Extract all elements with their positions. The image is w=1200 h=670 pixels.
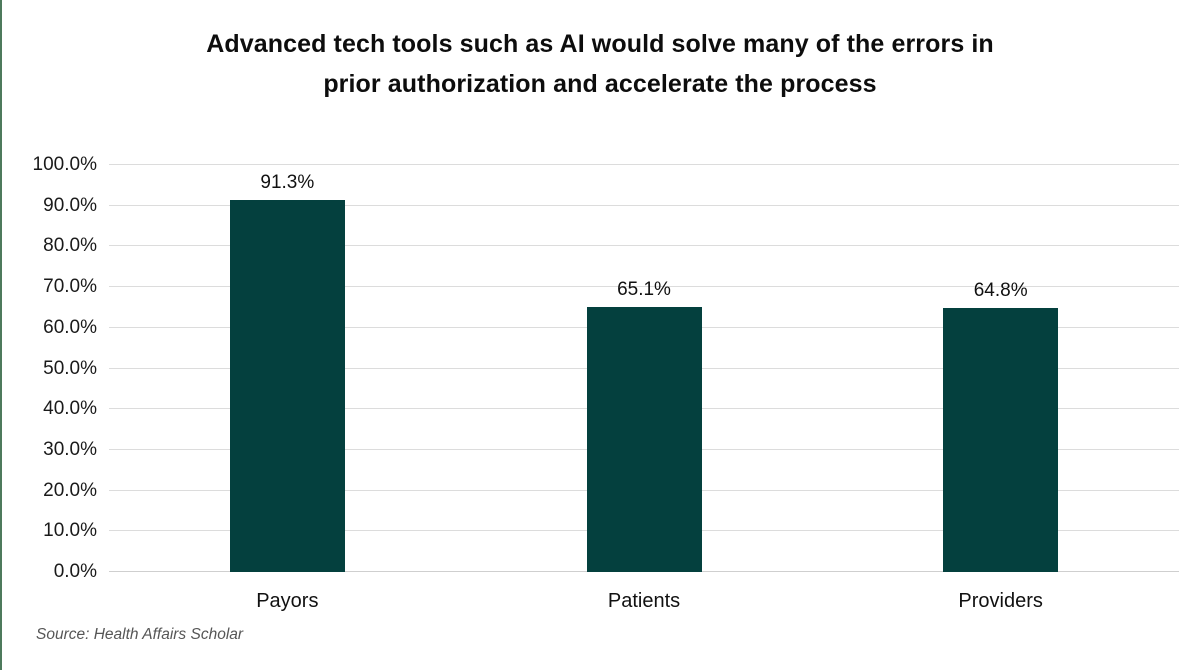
y-axis-tick-label: 70.0% [43,276,97,298]
y-axis-tick-label: 30.0% [43,438,97,460]
category-label-payors: Payors [256,590,319,612]
gridline-70 [109,286,1179,288]
chart-title-line1: Advanced tech tools such as AI would sol… [206,30,994,58]
y-axis-tick-label: 90.0% [43,194,97,216]
y-axis-tick-label: 80.0% [43,235,97,257]
bar-value-label: 65.1% [617,279,671,301]
y-axis-tick-label: 0.0% [53,561,97,582]
gridline-90 [109,204,1179,206]
bar-value-label: 91.3% [260,172,315,194]
y-axis-tick-label: 20.0% [43,479,97,501]
bar-value-label: 64.8% [973,280,1028,302]
bar-patients [586,307,702,572]
source-note: Source: Health Affairs Scholar [36,626,244,643]
gridline-100 [109,164,1179,165]
y-axis-tick-label: 50.0% [43,357,97,379]
category-label-patients: Patients [607,590,681,612]
bar-payors [229,200,345,572]
plot-area: 91.3% 65.1% 64.8% [109,164,1179,572]
y-axis-tick-label: 60.0% [43,316,97,338]
gridline-80 [109,245,1179,247]
chart-title: Advanced tech tools such as AI would sol… [2,24,1198,104]
y-axis-tick-label: 100.0% [32,154,97,175]
bar-providers [943,308,1059,572]
y-axis-tick-label: 40.0% [43,398,97,420]
chart-title-line2: prior authorization and accelerate the p… [323,70,877,98]
y-axis-tick-label: 10.0% [43,520,97,542]
category-label-providers: Providers [958,590,1043,612]
